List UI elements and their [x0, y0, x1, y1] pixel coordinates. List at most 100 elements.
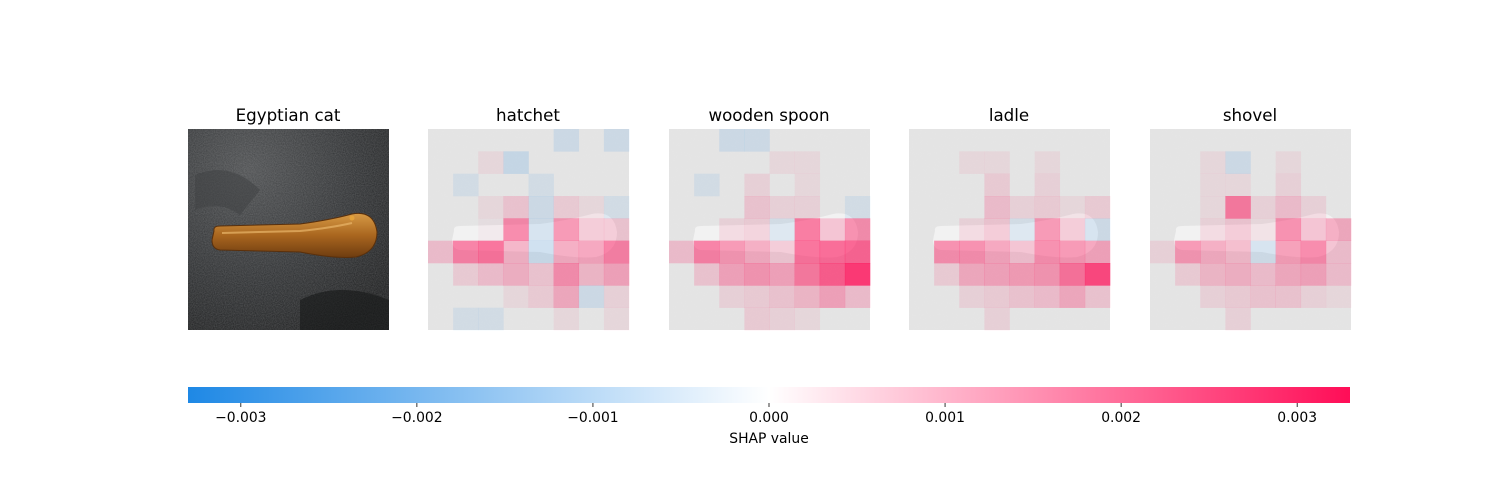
heatmap-cell	[528, 263, 554, 286]
heatmap-cell	[1275, 263, 1302, 286]
heatmap-cell	[844, 263, 871, 286]
heatmap-cell	[744, 285, 770, 308]
heatmap-cell	[744, 240, 770, 264]
colorbar-tick-label: 0.002	[1101, 410, 1141, 426]
heatmap-cell	[1325, 218, 1352, 241]
heatmap-cell	[719, 218, 745, 241]
colorbar-tick-label: −0.003	[215, 410, 266, 426]
heatmap-cell	[794, 263, 821, 286]
heatmap-cell	[669, 240, 695, 264]
heatmap-cell	[769, 218, 795, 241]
heatmap-cell	[1009, 285, 1035, 308]
colorbar-tick-label: 0.000	[749, 410, 789, 426]
colorbar: −0.003 −0.002 −0.001 0.000 0.001 0.002 0.003 S…	[188, 387, 1350, 447]
heatmap-cell	[1009, 263, 1035, 286]
heatmap-cell	[503, 285, 529, 308]
heatmap-cell	[744, 218, 770, 241]
heatmap-cell	[1225, 173, 1251, 197]
heatmap-cell	[1009, 196, 1035, 219]
heatmap-cell	[1200, 196, 1226, 219]
heatmap-cell	[478, 196, 504, 219]
heatmap-cell	[719, 240, 745, 264]
heatmap-cell	[528, 218, 554, 241]
heatmap-cell	[603, 307, 630, 331]
heatmap-cell	[844, 196, 871, 219]
heatmap-cell	[1200, 151, 1226, 174]
heatmap-cell	[1250, 196, 1276, 219]
heatmap-cell	[719, 263, 745, 286]
heatmap-cell	[794, 307, 821, 331]
heatmap-cell	[503, 240, 529, 264]
heatmap-cell	[578, 285, 605, 308]
panel-title-ladle: ladle	[989, 105, 1029, 125]
heatmap-cell	[959, 285, 985, 308]
heatmap-cell	[744, 263, 770, 286]
heatmap-cell	[603, 129, 630, 152]
heatmap-cell	[553, 218, 580, 241]
heatmap-cell	[1300, 196, 1327, 219]
heatmap-cell	[603, 285, 630, 308]
heatmap-cell	[1009, 240, 1035, 264]
heatmap-cell	[478, 240, 504, 264]
heatmap-cell	[769, 307, 795, 331]
heatmap-cell	[478, 151, 504, 174]
heatmap-cell	[744, 129, 770, 152]
heatmap-cell	[1275, 285, 1302, 308]
original-image	[188, 129, 389, 330]
heatmap-cell	[553, 263, 580, 286]
wooden-spoon-shape	[211, 212, 378, 258]
heatmap-cell	[819, 218, 846, 241]
heatmap-cell	[578, 263, 605, 286]
heatmap-cell	[1034, 196, 1061, 219]
heatmap-cell	[528, 173, 554, 197]
heatmap-cell	[603, 218, 630, 241]
heatmap-panel-ladle	[909, 129, 1111, 331]
heatmap-cell	[1225, 285, 1251, 308]
heatmap-cell	[578, 196, 605, 219]
heatmap-cell	[1200, 173, 1226, 197]
heatmap-cell	[694, 263, 720, 286]
heatmap-cell	[1059, 196, 1086, 219]
heatmap-cell	[1225, 218, 1251, 241]
heatmap-cell	[1275, 218, 1302, 241]
heatmap-cell	[1034, 263, 1061, 286]
colorbar-tick-label: −0.001	[567, 410, 618, 426]
colorbar-tick-label: 0.001	[925, 410, 965, 426]
heatmap-cell	[1175, 263, 1201, 286]
original-image-title: Egyptian cat	[236, 105, 341, 125]
heatmap-cell	[959, 240, 985, 264]
heatmap-cell	[1275, 173, 1302, 197]
heatmap-cell	[984, 307, 1010, 331]
heatmap-cell	[984, 240, 1010, 264]
heatmap-cell	[1200, 285, 1226, 308]
heatmap-cell	[603, 240, 630, 264]
panel-title-shovel: shovel	[1223, 105, 1277, 125]
heatmap-cell	[603, 196, 630, 219]
spoon-silhouette	[933, 213, 1098, 258]
heatmap-cell	[719, 285, 745, 308]
heatmap-panel-hatchet	[428, 129, 630, 331]
heatmap-cell	[1059, 240, 1086, 264]
heatmap-cell	[819, 240, 846, 264]
heatmap-cell	[844, 240, 871, 264]
heatmap-cell	[528, 240, 554, 264]
heatmap-cell	[503, 196, 529, 219]
heatmap-cell	[1325, 285, 1352, 308]
panel-title-wooden-spoon: wooden spoon	[708, 105, 829, 125]
heatmap-cell	[1084, 240, 1111, 264]
heatmap-cell	[1200, 263, 1226, 286]
heatmap-cell	[959, 263, 985, 286]
spoon-silhouette	[1174, 213, 1339, 258]
heatmap-cell	[1225, 240, 1251, 264]
heatmap-panel-wooden-spoon	[669, 129, 871, 331]
heatmap-cell	[478, 307, 504, 331]
heatmap-cell	[1300, 263, 1327, 286]
heatmap-cell	[528, 285, 554, 308]
heatmap-cell	[1250, 263, 1276, 286]
heatmap-cell	[503, 218, 529, 241]
colorbar-gradient	[188, 387, 1350, 403]
heatmap-cell	[1059, 263, 1086, 286]
heatmap-cell	[694, 173, 720, 197]
heatmap-cell	[428, 240, 454, 264]
